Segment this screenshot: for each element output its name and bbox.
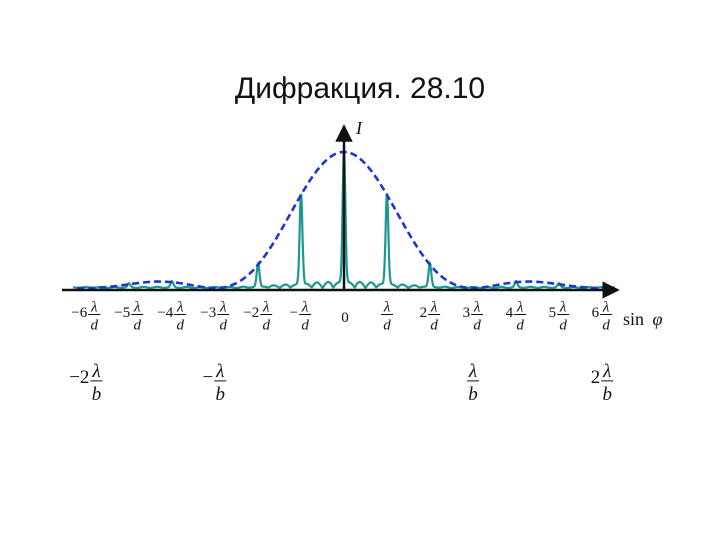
d-numerator: λ [90,300,98,316]
b-numerator: λ [215,361,224,382]
b-numerator: λ [468,361,477,382]
d-numerator: λ [133,300,141,316]
d-numerator: λ [430,300,438,316]
d-numerator: λ [262,300,270,316]
d-numerator: λ [516,300,524,316]
d-tick: −5 λd [114,300,144,334]
origin-label: 0 [341,310,349,326]
d-denominator: d [383,318,391,334]
d-numerator: λ [383,300,391,316]
d-numerator: λ [301,300,309,316]
d-tick: −4 λd [157,300,187,334]
b-tick: − λb [203,361,227,405]
d-denominator: d [559,318,567,334]
page-title: Дифракция. 28.10 [234,72,486,105]
d-denominator: d [91,318,99,334]
d-tick: 4 λd [506,300,527,334]
d-coef: 6 [592,305,600,321]
d-coef: 5 [549,305,557,321]
b-numerator: λ [602,361,611,382]
d-numerator: λ [219,300,227,316]
b-denominator: b [468,384,478,405]
x-axis-label-phi: φ [653,309,663,329]
d-coef: −2 [243,305,259,321]
d-denominator: d [473,318,481,334]
d-coef: −4 [157,305,173,321]
b-coef: − [203,367,214,388]
d-denominator: d [301,318,309,334]
d-tick: 6 λd [592,300,613,334]
d-tick: −3 λd [200,300,230,334]
y-axis-label: I [355,118,363,138]
d-denominator: d [220,318,228,334]
d-tick: −6 λd [71,300,101,334]
d-tick: 2 λd [420,300,441,334]
b-tick: 2 λb [591,361,614,405]
d-coef: 3 [463,305,471,321]
d-tick: −2 λd [243,300,273,334]
d-denominator: d [177,318,185,334]
b-denominator: b [92,384,102,405]
d-numerator: λ [559,300,567,316]
x-axis-label: sin φ [623,309,663,329]
b-denominator: b [602,384,612,405]
x-axis-label-sin: sin [623,309,644,329]
b-numerator: λ [91,361,100,382]
d-coef: − [290,305,298,321]
b-denominator: b [215,384,225,405]
d-tick: − λd [290,300,312,334]
b-tick: λb [467,361,479,405]
d-denominator: d [430,318,438,334]
d-coef: 4 [506,305,514,321]
d-coef: −6 [71,305,87,321]
d-tick: 5 λd [549,300,570,334]
d-coef: −5 [114,305,130,321]
d-numerator: λ [176,300,184,316]
d-denominator: d [516,318,524,334]
d-coef: −3 [200,305,216,321]
d-coef: 2 [420,305,428,321]
d-numerator: λ [473,300,481,316]
b-tick: −2 λb [69,361,103,405]
d-tick: 3 λd [463,300,484,334]
b-coef: 2 [591,367,601,388]
d-denominator: d [134,318,142,334]
d-denominator: d [263,318,271,334]
b-coef: −2 [69,367,89,388]
d-tick: λd [381,300,393,334]
d-numerator: λ [602,300,610,316]
d-denominator: d [602,318,610,334]
